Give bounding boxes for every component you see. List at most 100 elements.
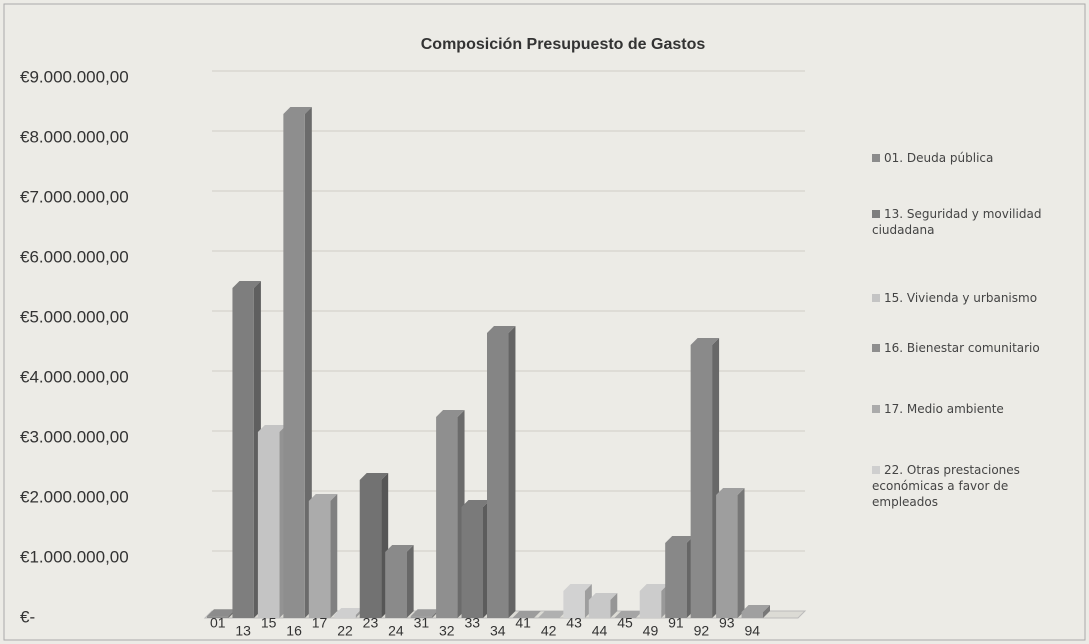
chart-border (3, 3, 1086, 641)
legend-label: 15. Vivienda y urbanismo (884, 291, 1038, 305)
x-tick-label: 22 (337, 623, 353, 639)
y-tick-label: €8.000.000,00 (20, 127, 129, 146)
bar-side (406, 545, 414, 618)
x-tick-label: 32 (439, 623, 455, 639)
bar-top (461, 500, 490, 507)
bar-top (614, 611, 643, 618)
x-tick-label: 34 (490, 623, 506, 639)
y-tick-label: €9.000.000,00 (20, 67, 129, 86)
bar (487, 333, 509, 618)
y-tick-label: €2.000.000,00 (20, 487, 129, 506)
x-tick-label: 13 (235, 623, 251, 639)
bar (436, 417, 458, 618)
y-tick-label: €5.000.000,00 (20, 307, 129, 326)
bar-side (330, 494, 338, 618)
bar-top (385, 545, 414, 552)
y-tick-label: €4.000.000,00 (20, 367, 129, 386)
legend-label: 01. Deuda pública (884, 151, 994, 165)
bar (716, 495, 738, 618)
bar-top (308, 494, 338, 501)
bar-top (537, 611, 567, 618)
y-tick-label: €3.000.000,00 (20, 427, 129, 446)
y-tick-label: €1.000.000,00 (20, 547, 129, 566)
bar (359, 480, 382, 618)
bar-top (563, 584, 592, 591)
bar (563, 591, 585, 618)
legend-swatch (872, 294, 880, 302)
bar-top (232, 281, 261, 288)
bar (283, 114, 305, 618)
bar-top (512, 611, 541, 618)
bar-top (207, 609, 236, 617)
legend-label: 17. Medio ambiente (884, 402, 1004, 416)
x-tick-label: 45 (617, 615, 633, 631)
bar-side (508, 326, 516, 618)
bar-top (334, 608, 363, 615)
bar-top (359, 473, 389, 480)
legend-item: 17. Medio ambiente (872, 401, 1077, 417)
x-tick-label: 43 (566, 615, 582, 631)
bar (410, 616, 433, 618)
legend-label: 13. Seguridad y movilidad ciudadana (872, 207, 1042, 237)
bar (257, 432, 280, 618)
x-tick-label: 15 (261, 615, 277, 631)
legend-item: 01. Deuda pública (872, 150, 1077, 166)
bar-side (763, 605, 770, 618)
bar (741, 612, 763, 618)
chart-title: Composición Presupuesto de Gastos (421, 36, 706, 53)
legend-label: 22. Otras prestaciones económicas a favo… (872, 463, 1020, 509)
x-tick-label: 44 (592, 623, 608, 639)
bar (690, 345, 713, 618)
x-tick-label: 93 (719, 615, 735, 631)
legend-item: 13. Seguridad y movilidad ciudadana (872, 206, 1077, 238)
x-tick-label: 01 (210, 615, 226, 631)
x-tick-label: 33 (464, 615, 480, 631)
x-tick-label: 17 (312, 615, 328, 631)
x-tick-label: 91 (668, 615, 684, 631)
bar-top (716, 488, 745, 495)
x-tick-label: 23 (363, 615, 379, 631)
x-tick-label: 16 (286, 623, 302, 639)
legend-item: 22. Otras prestaciones económicas a favo… (872, 462, 1077, 510)
legend-item: 16. Bienestar comunitario (872, 340, 1077, 356)
bar-top (487, 326, 516, 333)
bar-top (283, 107, 312, 114)
bar (232, 288, 254, 618)
bar-top (257, 425, 287, 432)
x-tick-label: 41 (515, 615, 531, 631)
bar-top (588, 593, 618, 600)
legend-swatch (872, 154, 880, 162)
bar (385, 552, 407, 618)
bar-side (304, 107, 312, 618)
bar-side (610, 593, 618, 618)
bar (588, 600, 611, 618)
bar-top (410, 609, 440, 617)
legend-swatch (872, 344, 880, 352)
bar (308, 501, 331, 618)
x-tick-label: 92 (694, 623, 710, 639)
bar-top (665, 536, 694, 543)
bar-side (737, 488, 745, 618)
legend-item: 15. Vivienda y urbanismo (872, 290, 1077, 306)
bar (461, 507, 483, 618)
bar (207, 616, 229, 618)
x-tick-label: 94 (744, 623, 760, 639)
bar (639, 591, 662, 618)
bar (665, 543, 687, 618)
legend-label: 16. Bienestar comunitario (884, 341, 1040, 355)
bar-top (639, 584, 669, 591)
bar-top (690, 338, 720, 345)
y-tick-label: €- (20, 607, 35, 626)
bar (334, 615, 356, 618)
x-tick-label: 31 (414, 615, 430, 631)
x-tick-label: 24 (388, 623, 404, 639)
legend-swatch (872, 210, 880, 218)
x-tick-label: 49 (643, 623, 659, 639)
legend-swatch (872, 405, 880, 413)
x-tick-label: 42 (541, 623, 557, 639)
legend-swatch (872, 466, 880, 474)
bar-top (741, 605, 770, 612)
bar-top (436, 410, 465, 417)
